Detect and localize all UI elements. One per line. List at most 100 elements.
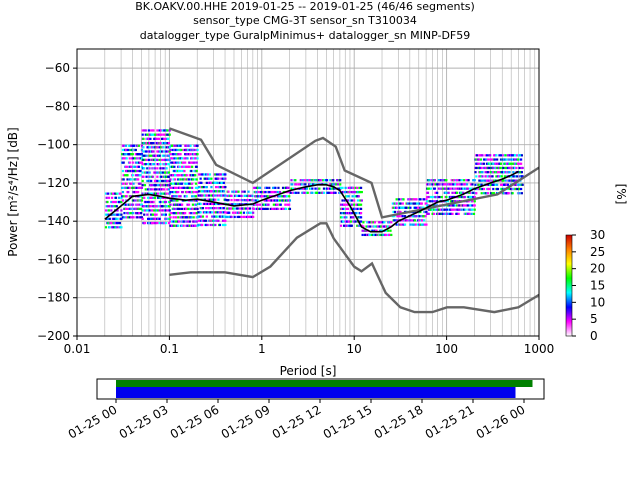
density-cell: [242, 199, 245, 202]
density-cell: [342, 224, 346, 227]
density-cell: [260, 190, 263, 194]
density-cell: [499, 158, 503, 161]
density-cell: [218, 223, 222, 227]
density-cell: [174, 220, 178, 223]
density-cell: [291, 187, 295, 190]
density-cell: [328, 191, 331, 194]
density-cell: [157, 196, 160, 199]
density-cell: [339, 216, 343, 219]
density-cell: [265, 207, 268, 211]
density-cell: [107, 192, 110, 195]
density-cell: [359, 207, 363, 211]
density-cell: [482, 192, 486, 195]
density-cell: [486, 171, 489, 174]
density-cell: [346, 199, 350, 202]
density-cell: [206, 223, 209, 227]
density-cell: [124, 144, 128, 147]
density-cell: [124, 207, 128, 211]
density-cell: [134, 148, 137, 152]
density-cell: [161, 205, 164, 208]
density-cell: [440, 195, 443, 199]
density-cell: [139, 182, 142, 185]
density-cell: [231, 190, 234, 193]
density-cell: [169, 148, 172, 152]
density-cell: [358, 224, 361, 227]
density-cell: [156, 129, 159, 132]
density-cell: [517, 183, 520, 186]
density-cell: [397, 198, 401, 201]
density-cell: [353, 199, 356, 202]
density-cell: [425, 223, 428, 226]
density-cell: [143, 167, 146, 170]
timeline-tick-label: 01-25 12: [270, 402, 324, 441]
density-cell: [146, 171, 149, 174]
density-cell: [206, 190, 209, 193]
density-cell: [148, 171, 151, 174]
density-cell: [157, 137, 161, 140]
density-cell: [224, 223, 227, 227]
density-cell: [345, 216, 348, 219]
density-cell: [221, 194, 225, 197]
density-cell: [125, 182, 128, 185]
density-cell: [243, 215, 246, 219]
density-cell: [431, 183, 434, 186]
density-cell: [173, 169, 176, 173]
density-cell: [136, 157, 139, 160]
density-cell: [222, 207, 225, 210]
density-cell: [162, 146, 165, 149]
density-cell: [188, 186, 191, 189]
density-cell: [479, 171, 482, 174]
density-cell: [218, 190, 221, 193]
density-cell: [456, 195, 459, 199]
density-cell: [114, 196, 118, 199]
density-cell: [133, 144, 136, 147]
density-cell: [281, 186, 285, 189]
density-cell: [146, 146, 150, 149]
density-cell: [274, 190, 277, 194]
density-cell: [180, 182, 184, 185]
density-cell: [107, 205, 110, 208]
density-cell: [278, 190, 282, 194]
density-cell: [110, 209, 113, 212]
density-cell: [221, 185, 225, 189]
density-cell: [104, 213, 108, 216]
density-cell: [521, 166, 524, 170]
density-cell: [180, 165, 184, 168]
density-cell: [160, 158, 164, 162]
density-cell: [444, 191, 447, 194]
y-tick-label: −60: [45, 61, 70, 75]
density-cell: [125, 148, 128, 152]
density-cell: [384, 233, 387, 237]
density-cell: [268, 186, 271, 189]
density-cell: [121, 182, 125, 185]
density-cell: [180, 186, 184, 189]
density-cell: [502, 166, 505, 170]
density-cell: [346, 195, 349, 198]
density-cell: [454, 187, 457, 190]
density-cell: [473, 208, 476, 211]
density-cell: [433, 212, 436, 215]
density-cell: [395, 198, 398, 201]
density-cell: [407, 206, 410, 209]
density-cell: [266, 207, 269, 211]
density-cell: [172, 216, 175, 219]
density-cell: [177, 174, 181, 177]
density-cell: [153, 188, 157, 191]
density-cell: [193, 195, 196, 198]
density-cell: [456, 191, 459, 194]
density-cell: [272, 190, 275, 194]
density-cell: [443, 183, 446, 186]
density-cell: [195, 161, 198, 164]
density-cell: [352, 216, 355, 219]
density-cell: [290, 187, 293, 190]
density-cell: [285, 195, 288, 198]
density-cell: [183, 157, 186, 160]
density-cell: [178, 186, 181, 189]
density-cell: [373, 221, 377, 224]
density-cell: [158, 179, 161, 183]
density-cell: [104, 226, 108, 229]
density-cell: [179, 195, 182, 198]
density-cell: [480, 192, 483, 195]
density-cell: [173, 207, 176, 211]
density-cell: [327, 187, 330, 190]
